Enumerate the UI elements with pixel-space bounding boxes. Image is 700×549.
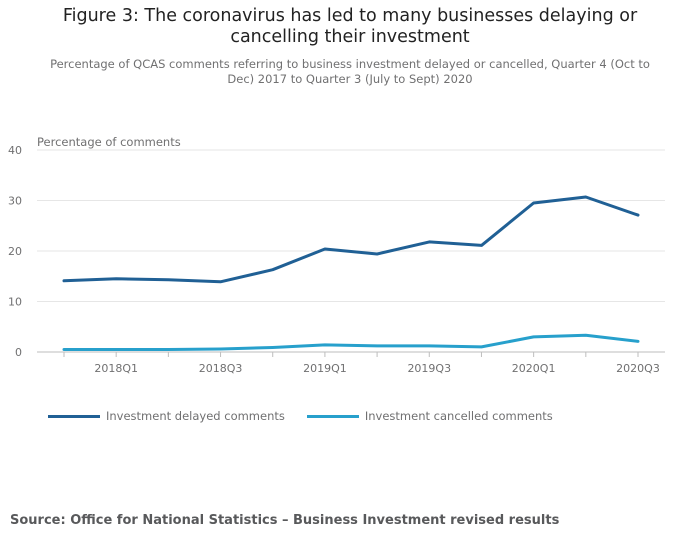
x-tick-label: 2018Q3 (199, 362, 243, 375)
x-tick-labels: 2018Q1 2018Q3 2019Q1 2019Q3 2020Q1 2020Q3 (63, 352, 660, 375)
series-line-cancelled[interactable] (62, 333, 640, 351)
legend-item-cancelled[interactable]: Investment cancelled comments (306, 409, 553, 423)
y-tick-label: 40 (8, 144, 22, 157)
x-tick-label: 2018Q1 (94, 362, 138, 375)
x-tick-label: 2019Q3 (407, 362, 451, 375)
y-axis-label: Percentage of comments (37, 135, 181, 149)
chart-subtitle: Percentage of QCAS comments referring to… (50, 57, 650, 86)
y-tick-label: 20 (8, 245, 22, 258)
series-line-delayed[interactable] (62, 195, 640, 284)
gridlines (37, 149, 665, 353)
y-tick-label: 0 (15, 346, 22, 359)
x-tick-label: 2019Q1 (303, 362, 347, 375)
legend-item-delayed[interactable]: Investment delayed comments (48, 409, 285, 423)
legend-label-cancelled: Investment cancelled comments (364, 409, 553, 423)
x-tick-label: 2020Q3 (616, 362, 660, 375)
series-lines (62, 195, 640, 351)
y-tick-label: 10 (8, 296, 22, 309)
y-tick-label: 30 (8, 195, 22, 208)
y-tick-labels: 0 10 20 30 40 (8, 144, 22, 359)
legend: Investment delayed comments Investment c… (48, 409, 575, 423)
x-tick-label: 2020Q1 (512, 362, 556, 375)
legend-label-delayed: Investment delayed comments (106, 409, 285, 423)
legend-swatch-cancelled (306, 414, 359, 418)
chart-title: Figure 3: The coronavirus has led to man… (62, 6, 638, 47)
source-note: Source: Office for National Statistics –… (10, 513, 560, 528)
legend-swatch-delayed (48, 414, 100, 418)
